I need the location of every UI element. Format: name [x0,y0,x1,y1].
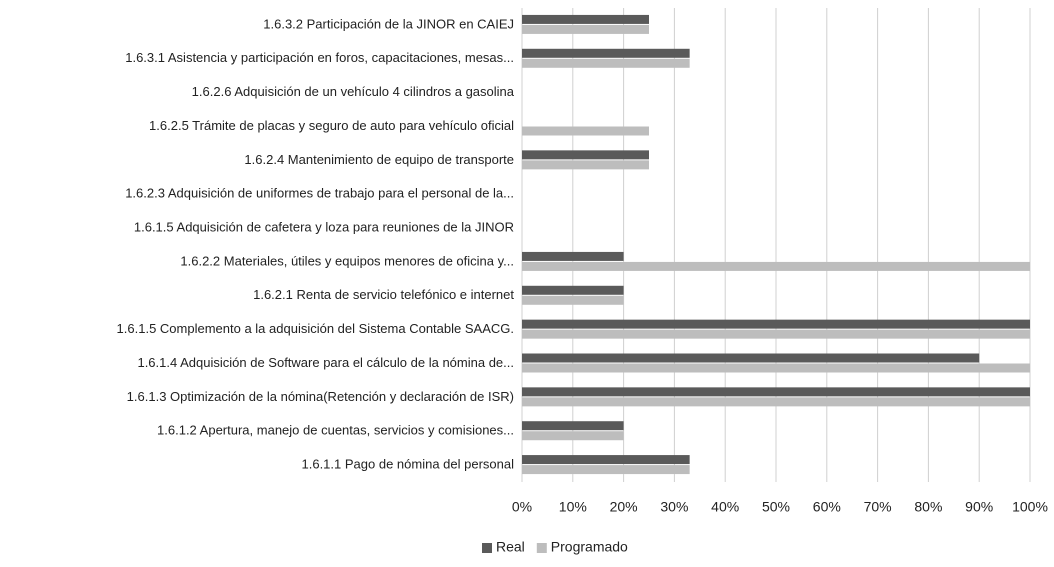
x-tick-label: 40% [711,499,739,515]
y-tick-label: 1.6.2.4 Mantenimiento de equipo de trans… [244,152,514,167]
bar [522,319,1030,329]
x-tick-label: 60% [813,499,841,515]
x-tick-label: 0% [512,499,532,515]
bar [522,465,690,475]
bar [522,421,624,431]
y-tick-label: 1.6.3.1 Asistencia y participación en fo… [125,50,514,65]
bar [522,126,649,136]
bar [522,24,649,34]
bar [522,295,624,305]
legend-label: Real [496,539,525,555]
bar [522,261,1030,271]
bar [522,353,980,363]
bar [522,363,1030,373]
legend-swatch [482,543,492,553]
bar [522,285,624,295]
x-tick-label: 20% [610,499,638,515]
bar [522,455,690,465]
x-tick-label: 70% [864,499,892,515]
y-tick-label: 1.6.1.5 Adquisición de cafetera y loza p… [134,220,514,235]
x-tick-label: 90% [965,499,993,515]
bar [522,160,649,170]
x-tick-label: 50% [762,499,790,515]
x-tick-label: 10% [559,499,587,515]
bar [522,251,624,261]
y-tick-label: 1.6.2.2 Materiales, útiles y equipos men… [180,253,514,268]
y-tick-label: 1.6.2.1 Renta de servicio telefónico e i… [253,287,514,302]
bar [522,387,1030,397]
y-tick-label: 1.6.2.3 Adquisición de uniformes de trab… [125,186,514,201]
y-tick-label: 1.6.2.6 Adquisición de un vehículo 4 cil… [192,84,515,99]
y-tick-label: 1.6.3.2 Participación de la JINOR en CAI… [263,16,514,31]
bar [522,58,690,68]
legend-label: Programado [551,539,628,555]
y-tick-label: 1.6.1.5 Complemento a la adquisición del… [117,321,514,336]
y-tick-label: 1.6.1.2 Apertura, manejo de cuentas, ser… [157,423,514,438]
y-tick-label: 1.6.1.4 Adquisición de Software para el … [137,355,514,370]
x-tick-label: 80% [914,499,942,515]
y-tick-label: 1.6.1.1 Pago de nómina del personal [302,457,515,472]
x-tick-label: 100% [1012,499,1048,515]
bar [522,329,1030,339]
bar [522,150,649,160]
bar [522,431,624,441]
y-tick-label: 1.6.2.5 Trámite de placas y seguro de au… [149,118,514,133]
bar [522,48,690,58]
bar [522,397,1030,407]
y-tick-label: 1.6.1.3 Optimización de la nómina(Retenc… [127,389,514,404]
legend-swatch [536,543,547,553]
x-tick-label: 30% [660,499,688,515]
bar [522,14,649,24]
